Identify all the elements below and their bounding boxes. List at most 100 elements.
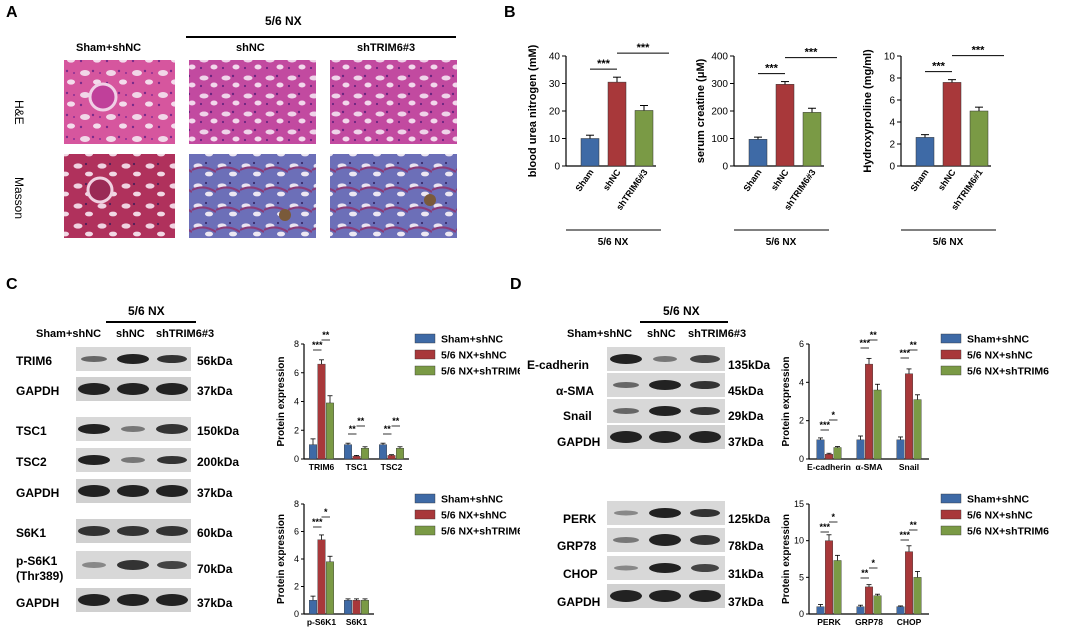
y-tick-label: 10 (794, 536, 804, 546)
bar (915, 137, 935, 167)
bar (802, 112, 822, 167)
y-axis-label: serum creatine (μM) (695, 58, 707, 163)
blot-d-kda: 37kDa (728, 595, 764, 609)
bar (309, 444, 317, 460)
significance-label: ** (910, 520, 918, 530)
bar (748, 139, 768, 167)
micrograph-he-sham (64, 60, 175, 144)
legend-swatch (940, 509, 962, 520)
panel-c-blot-images (76, 347, 191, 612)
panel-letter-d: D (510, 276, 522, 293)
y-tick-label: 0 (799, 609, 804, 619)
micrograph-he-shnc (189, 60, 316, 144)
y-tick-label: 100 (711, 134, 728, 145)
bar (816, 439, 825, 460)
bar (326, 402, 334, 460)
significance-label: * (831, 512, 835, 522)
y-tick-label: 2 (294, 425, 299, 435)
bar (607, 81, 627, 167)
legend-label: 5/6 NX+shNC (967, 510, 1033, 522)
significance-label: ** (910, 340, 918, 350)
panel-d-blot-images (607, 347, 725, 608)
panel-letter-c: C (6, 276, 18, 293)
legend-label: Sham+shNC (967, 334, 1030, 346)
y-tick-label: 30 (549, 79, 561, 90)
blot-d-label: α-SMA (556, 384, 595, 398)
x-tick-label: TSC2 (381, 462, 403, 472)
y-tick-label: 4 (294, 554, 299, 564)
panel-c-group-line (106, 321, 196, 323)
x-tick-label: p-S6K1 (307, 617, 337, 627)
panel-d-col-shnc: shNC (647, 328, 676, 340)
significance-label: *** (819, 420, 830, 430)
panel-letter-a: A (6, 4, 18, 21)
blot-c-label: GAPDH (16, 486, 60, 500)
panel-c-col-sham: Sham+shNC (36, 328, 102, 340)
bar (873, 595, 882, 615)
y-axis-label: Protein expression (781, 356, 792, 446)
significance-label: ** (357, 416, 365, 426)
legend-label: Sham+shNC (441, 334, 504, 346)
blot-c-label: S6K1 (16, 526, 47, 540)
legend-swatch (414, 349, 436, 360)
y-tick-label: 0 (722, 162, 728, 173)
micrograph-masson-shtrim6 (330, 154, 457, 238)
significance-label: *** (805, 47, 819, 59)
y-tick-label: 8 (294, 339, 299, 349)
significance-label: * (831, 410, 835, 420)
x-tick-label: CHOP (897, 617, 922, 627)
chart-d-emt: 0 2 4 6 Protein expression E-cadherin α-SMA Sna… (781, 330, 1049, 472)
y-tick-label: 6 (294, 368, 299, 378)
chart-b-creatine: 0 100 200 300 400 serum creatine (μM) Sham shNC… (695, 47, 837, 248)
significance-label: ** (322, 330, 330, 340)
bar (344, 600, 352, 615)
y-tick-label: 10 (549, 134, 561, 145)
blot-d-kda: 37kDa (728, 435, 764, 449)
bar (825, 540, 833, 615)
significance-label: ** (870, 330, 878, 340)
panel-c-group-header: 5/6 NX (128, 304, 165, 318)
significance-label: *** (819, 522, 830, 532)
y-tick-label: 15 (794, 499, 804, 509)
significance-label: * (871, 558, 875, 568)
significance-label: *** (899, 348, 910, 358)
legend-swatch (940, 333, 962, 344)
bar (825, 454, 833, 460)
micrograph-masson-sham (64, 154, 175, 238)
significance-label: *** (765, 63, 779, 75)
x-tick-label: E-cadherin (807, 462, 851, 472)
bar (344, 444, 352, 460)
x-tick-label: TRIM6 (309, 462, 335, 472)
y-tick-label: 300 (711, 79, 728, 90)
x-tick-label: TSC1 (346, 462, 368, 472)
bar (387, 455, 396, 460)
blot-d-kda: 31kDa (728, 567, 764, 581)
y-tick-label: 4 (799, 377, 804, 387)
significance-label: ** (861, 568, 869, 578)
bar (969, 110, 989, 167)
legend-swatch (940, 349, 962, 360)
significance-label: *** (972, 45, 986, 57)
blot-c-label: TSC1 (16, 424, 47, 438)
bar (913, 577, 922, 615)
blot-c-label: p-S6K1 (16, 554, 58, 568)
panel-c-col-shnc: shNC (116, 328, 145, 340)
blot-c-kda: 150kDa (197, 424, 240, 438)
panel-d-group-line (640, 321, 728, 323)
bar (317, 539, 326, 615)
significance-label: *** (859, 338, 870, 348)
bar (856, 606, 865, 615)
y-tick-label: 5 (799, 572, 804, 582)
y-tick-label: 4 (889, 118, 895, 129)
y-tick-label: 6 (889, 96, 895, 107)
y-tick-label: 8 (294, 499, 299, 509)
y-tick-label: 2 (294, 582, 299, 592)
y-tick-label: 20 (549, 107, 561, 118)
bar (379, 444, 387, 460)
y-tick-label: 200 (711, 107, 728, 118)
blot-c-kda: 60kDa (197, 526, 233, 540)
y-tick-label: 0 (889, 162, 895, 173)
blot-d-label: PERK (563, 512, 597, 526)
bar (361, 448, 369, 460)
